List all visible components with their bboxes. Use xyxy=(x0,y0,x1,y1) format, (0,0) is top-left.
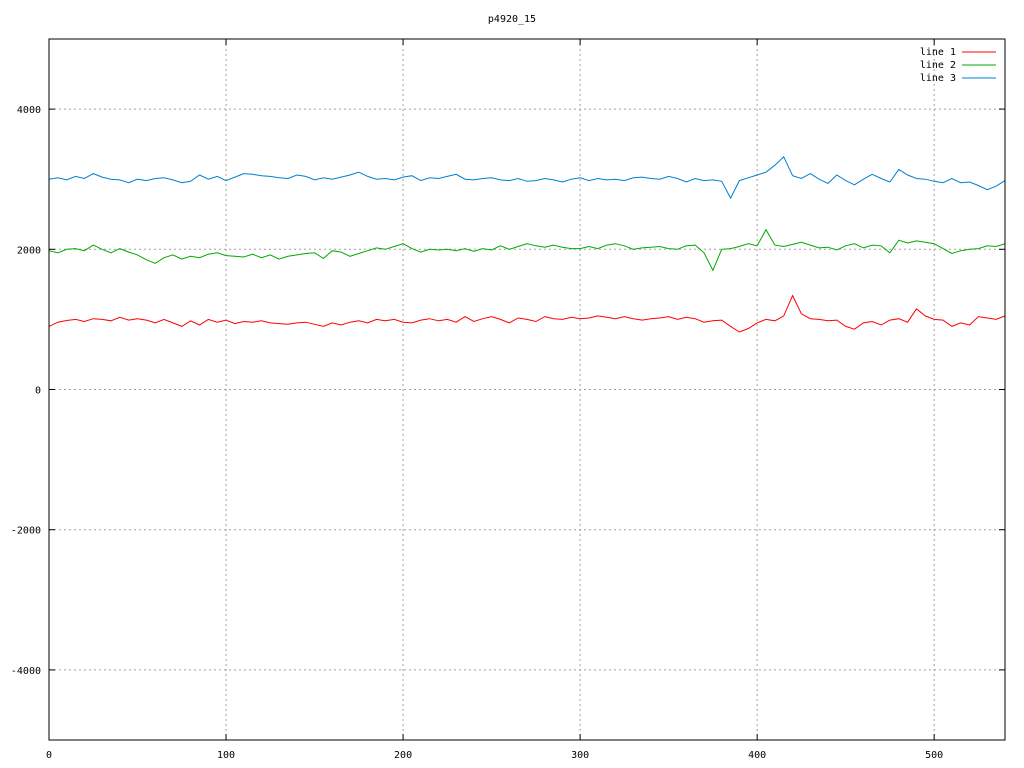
y-tick-label: -2000 xyxy=(11,526,41,537)
y-tick-label: 0 xyxy=(35,386,41,397)
x-tick-label: 400 xyxy=(748,750,766,761)
series-line-1 xyxy=(48,294,1006,333)
series-line-2 xyxy=(48,228,1006,272)
y-tick-label: 4000 xyxy=(17,105,41,116)
chart-title: p4920_15 xyxy=(488,14,536,25)
legend-label-3: line 3 xyxy=(920,73,956,84)
y-tick-label: 2000 xyxy=(17,245,41,256)
legend-label-2: line 2 xyxy=(920,60,956,71)
legend: line 1 line 2 line 3 xyxy=(920,47,996,84)
x-tick-label: 500 xyxy=(925,750,943,761)
grid xyxy=(49,39,1005,740)
y-tick-label: -4000 xyxy=(11,666,41,677)
plot-frame xyxy=(48,38,1006,741)
x-tick-label: 300 xyxy=(571,750,589,761)
x-tick-label: 0 xyxy=(46,750,52,761)
series-line-3 xyxy=(48,155,1006,200)
x-tick-label: 100 xyxy=(217,750,235,761)
x-tick-label: 200 xyxy=(394,750,412,761)
series-group xyxy=(48,155,1006,333)
legend-label-1: line 1 xyxy=(920,47,956,58)
axis-ticks: 0 100 200 300 400 500 -4000 -2000 0 2000 4000 xyxy=(11,39,1005,761)
